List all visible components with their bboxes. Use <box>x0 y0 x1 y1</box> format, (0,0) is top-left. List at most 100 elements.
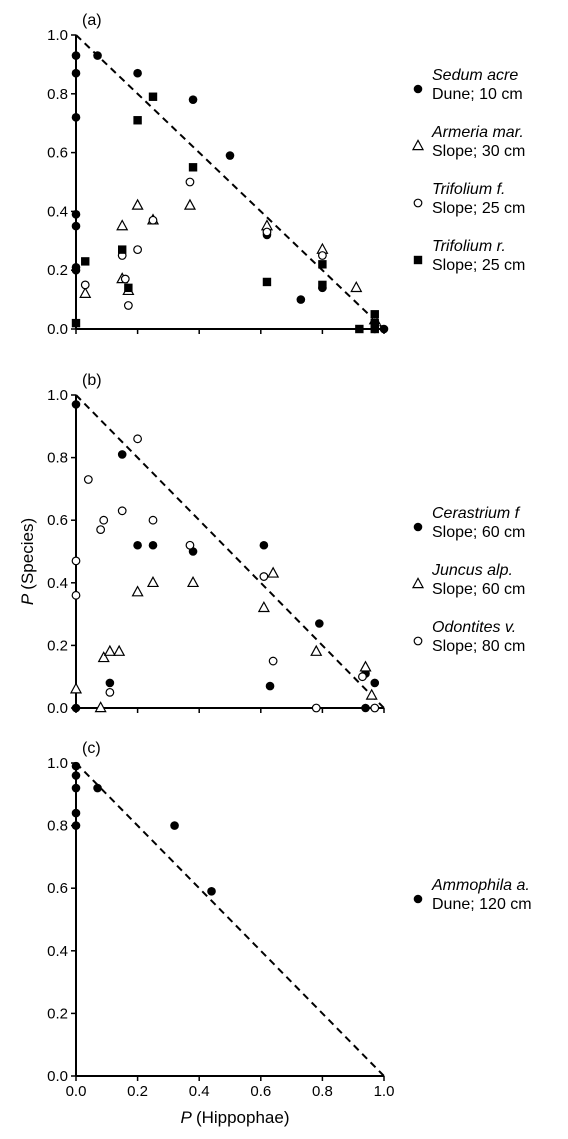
data-point <box>146 575 160 588</box>
data-point <box>131 585 144 597</box>
data-point <box>133 68 142 78</box>
series-1 <box>71 400 380 713</box>
data-point <box>71 783 81 793</box>
reference-dashed-line <box>75 34 385 330</box>
x-axis-title: P (Hippophae) <box>181 1108 290 1127</box>
data-point <box>188 95 198 104</box>
data-point <box>259 540 269 550</box>
y-tick-label: 0.2 <box>47 262 68 279</box>
y-tick-label: 0.2 <box>47 1005 68 1022</box>
y-tick-label: 1.0 <box>47 27 68 44</box>
data-point <box>93 783 102 793</box>
y-tick-label: 0.0 <box>47 700 68 717</box>
x-tick-label: 0.6 <box>250 1083 271 1100</box>
data-point <box>262 277 272 287</box>
data-point <box>311 703 321 713</box>
data-point <box>358 672 367 682</box>
reference-dashed-line <box>75 394 385 709</box>
y-tick-label: 0.6 <box>47 145 68 162</box>
data-point <box>83 475 93 484</box>
y-tick-label: 1.0 <box>47 755 68 772</box>
data-point <box>267 566 280 578</box>
data-point <box>131 198 144 210</box>
data-point <box>99 515 109 525</box>
x-tick-label: 0.4 <box>189 1083 210 1100</box>
legend-series-site: Slope; 60 cm <box>432 581 525 598</box>
legend-series-name: Trifolium r. <box>432 238 506 255</box>
data-point <box>318 251 327 260</box>
data-point <box>71 808 81 818</box>
data-point <box>81 257 90 266</box>
data-point <box>71 51 81 60</box>
legend-series-name: Ammophila a. <box>431 877 530 894</box>
data-point <box>133 540 142 550</box>
data-point <box>185 540 195 550</box>
data-point <box>69 682 83 694</box>
data-point <box>133 245 143 255</box>
data-point <box>148 515 158 525</box>
y-tick-label: 0.4 <box>47 575 68 592</box>
y-tick-label: 1.0 <box>47 387 68 404</box>
legend-marker <box>413 255 423 265</box>
data-point <box>79 286 92 298</box>
y-axis-title: P (Species) <box>18 518 37 605</box>
data-point <box>116 219 129 231</box>
data-point <box>318 260 327 269</box>
data-point <box>105 687 115 697</box>
x-tick-label: 0.2 <box>127 1083 148 1100</box>
data-point <box>225 151 235 160</box>
data-point <box>361 703 370 713</box>
data-point <box>370 310 379 319</box>
data-point <box>183 198 197 210</box>
data-point <box>96 525 106 534</box>
data-point <box>310 644 323 656</box>
data-point <box>118 245 127 254</box>
data-point <box>71 318 81 328</box>
data-point <box>207 887 216 896</box>
legend-marker <box>411 139 425 151</box>
data-point <box>94 701 107 713</box>
data-point <box>148 215 158 225</box>
data-point <box>186 575 200 588</box>
chart-panel-3: 0.0 0.2 0.4 0.6 0.8 1.0 0.0 0.2 0.4 0.6 0.8 1.0 (c) A… <box>47 740 531 1127</box>
data-point <box>257 600 270 613</box>
data-point <box>71 703 81 713</box>
reference-dashed-line <box>75 762 385 1077</box>
y-tick-label: 0.4 <box>47 943 68 960</box>
data-point <box>97 651 110 663</box>
data-point <box>71 556 81 566</box>
data-point <box>105 678 115 688</box>
legend-series-site: Slope; 25 cm <box>432 257 525 274</box>
legend-marker <box>413 894 423 904</box>
legend-marker <box>413 198 423 208</box>
series-1 <box>71 761 216 896</box>
data-point <box>117 506 127 516</box>
data-point <box>315 619 324 628</box>
x-tick-label: 0.0 <box>66 1083 87 1100</box>
data-point <box>268 656 278 666</box>
legend-series-name: Juncus alp. <box>431 562 513 579</box>
data-point <box>71 590 81 600</box>
legend-series-name: Odontites v. <box>432 619 516 636</box>
y-tick-label: 0.8 <box>47 818 68 835</box>
legend-series-site: Slope; 25 cm <box>432 200 525 217</box>
data-point <box>71 68 81 78</box>
y-tick-label: 0.4 <box>47 203 68 220</box>
legend-series-name: Sedum acre <box>432 67 518 84</box>
legend-series-site: Dune; 120 cm <box>432 896 532 913</box>
data-point <box>120 274 130 284</box>
data-point <box>350 280 363 293</box>
data-point <box>71 771 81 780</box>
y-tick-label: 0.6 <box>47 512 68 529</box>
data-point <box>71 761 81 771</box>
data-point <box>113 644 126 656</box>
legend-marker <box>413 522 423 532</box>
data-point <box>370 703 380 713</box>
data-point <box>296 295 306 304</box>
data-point <box>265 681 275 691</box>
legend-series-name: Trifolium f. <box>432 181 505 198</box>
data-point <box>133 116 142 125</box>
series-1 <box>71 51 389 334</box>
data-point <box>71 113 81 122</box>
